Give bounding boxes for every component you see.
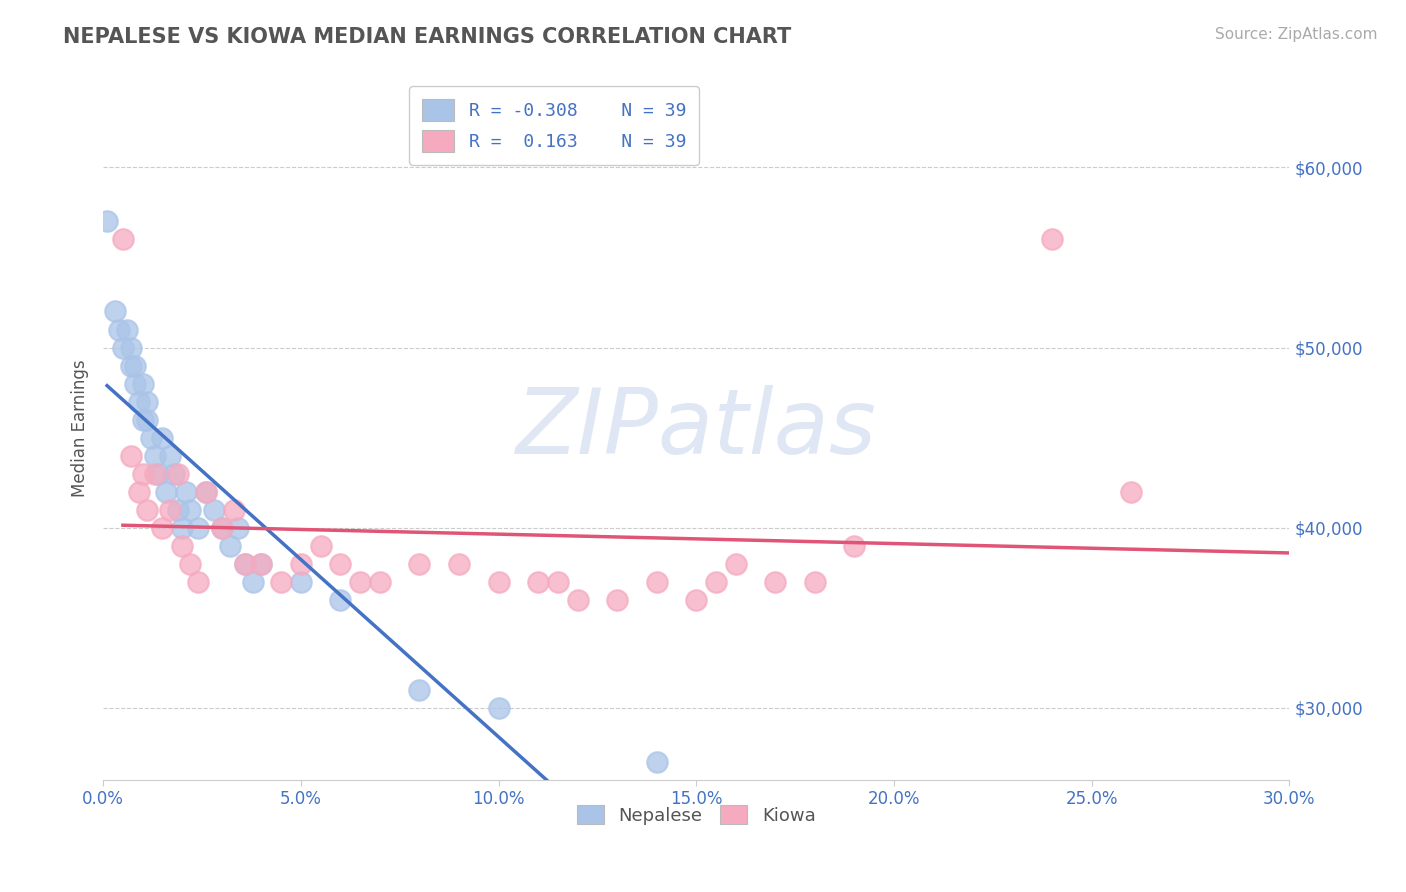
Point: [567, 592, 589, 607]
Point: [135, 502, 157, 516]
Point: [148, 467, 170, 481]
Point: [329, 557, 352, 571]
Point: [135, 394, 157, 409]
Point: [143, 467, 166, 481]
Point: [124, 376, 146, 391]
Point: [211, 520, 233, 534]
Point: [606, 592, 628, 607]
Point: [187, 520, 209, 534]
Point: [167, 467, 190, 481]
Point: [844, 539, 866, 553]
Point: [290, 574, 312, 589]
Point: [211, 520, 233, 534]
Point: [104, 304, 127, 318]
Point: [131, 412, 153, 426]
Point: [704, 574, 727, 589]
Point: [159, 502, 181, 516]
Point: [108, 322, 131, 336]
Point: [143, 449, 166, 463]
Point: [763, 574, 786, 589]
Point: [96, 214, 118, 228]
Point: [270, 574, 292, 589]
Point: [218, 539, 240, 553]
Point: [447, 557, 470, 571]
Point: [242, 574, 264, 589]
Point: [1121, 484, 1143, 499]
Point: [724, 557, 747, 571]
Point: [167, 502, 190, 516]
Point: [250, 557, 273, 571]
Point: [804, 574, 827, 589]
Point: [645, 574, 668, 589]
Point: [131, 467, 153, 481]
Point: [124, 359, 146, 373]
Point: [111, 232, 134, 246]
Point: [226, 520, 249, 534]
Point: [527, 574, 550, 589]
Point: [111, 341, 134, 355]
Point: [179, 557, 201, 571]
Point: [645, 755, 668, 769]
Point: [368, 574, 391, 589]
Point: [120, 341, 142, 355]
Point: [179, 502, 201, 516]
Point: [1040, 232, 1063, 246]
Point: [131, 376, 153, 391]
Point: [488, 700, 510, 714]
Point: [194, 484, 217, 499]
Point: [155, 484, 177, 499]
Point: [152, 520, 174, 534]
Point: [194, 484, 217, 499]
Point: [172, 520, 194, 534]
Point: [329, 592, 352, 607]
Y-axis label: Median Earnings: Median Earnings: [72, 359, 89, 498]
Point: [222, 502, 245, 516]
Point: [159, 449, 181, 463]
Point: [187, 574, 209, 589]
Point: [202, 502, 225, 516]
Point: [120, 359, 142, 373]
Point: [115, 322, 138, 336]
Text: NEPALESE VS KIOWA MEDIAN EARNINGS CORRELATION CHART: NEPALESE VS KIOWA MEDIAN EARNINGS CORREL…: [63, 27, 792, 46]
Point: [235, 557, 257, 571]
Point: [250, 557, 273, 571]
Point: [139, 431, 162, 445]
Point: [685, 592, 707, 607]
Point: [349, 574, 371, 589]
Point: [128, 394, 150, 409]
Point: [235, 557, 257, 571]
Point: [128, 484, 150, 499]
Point: [547, 574, 569, 589]
Point: [488, 574, 510, 589]
Text: Source: ZipAtlas.com: Source: ZipAtlas.com: [1215, 27, 1378, 42]
Legend: Nepalese, Kiowa: Nepalese, Kiowa: [568, 797, 825, 834]
Point: [152, 431, 174, 445]
Point: [172, 539, 194, 553]
Point: [408, 682, 430, 697]
Point: [174, 484, 197, 499]
Point: [163, 467, 186, 481]
Text: ZIPatlas: ZIPatlas: [516, 384, 877, 473]
Point: [408, 557, 430, 571]
Point: [135, 412, 157, 426]
Point: [120, 449, 142, 463]
Point: [290, 557, 312, 571]
Point: [309, 539, 332, 553]
